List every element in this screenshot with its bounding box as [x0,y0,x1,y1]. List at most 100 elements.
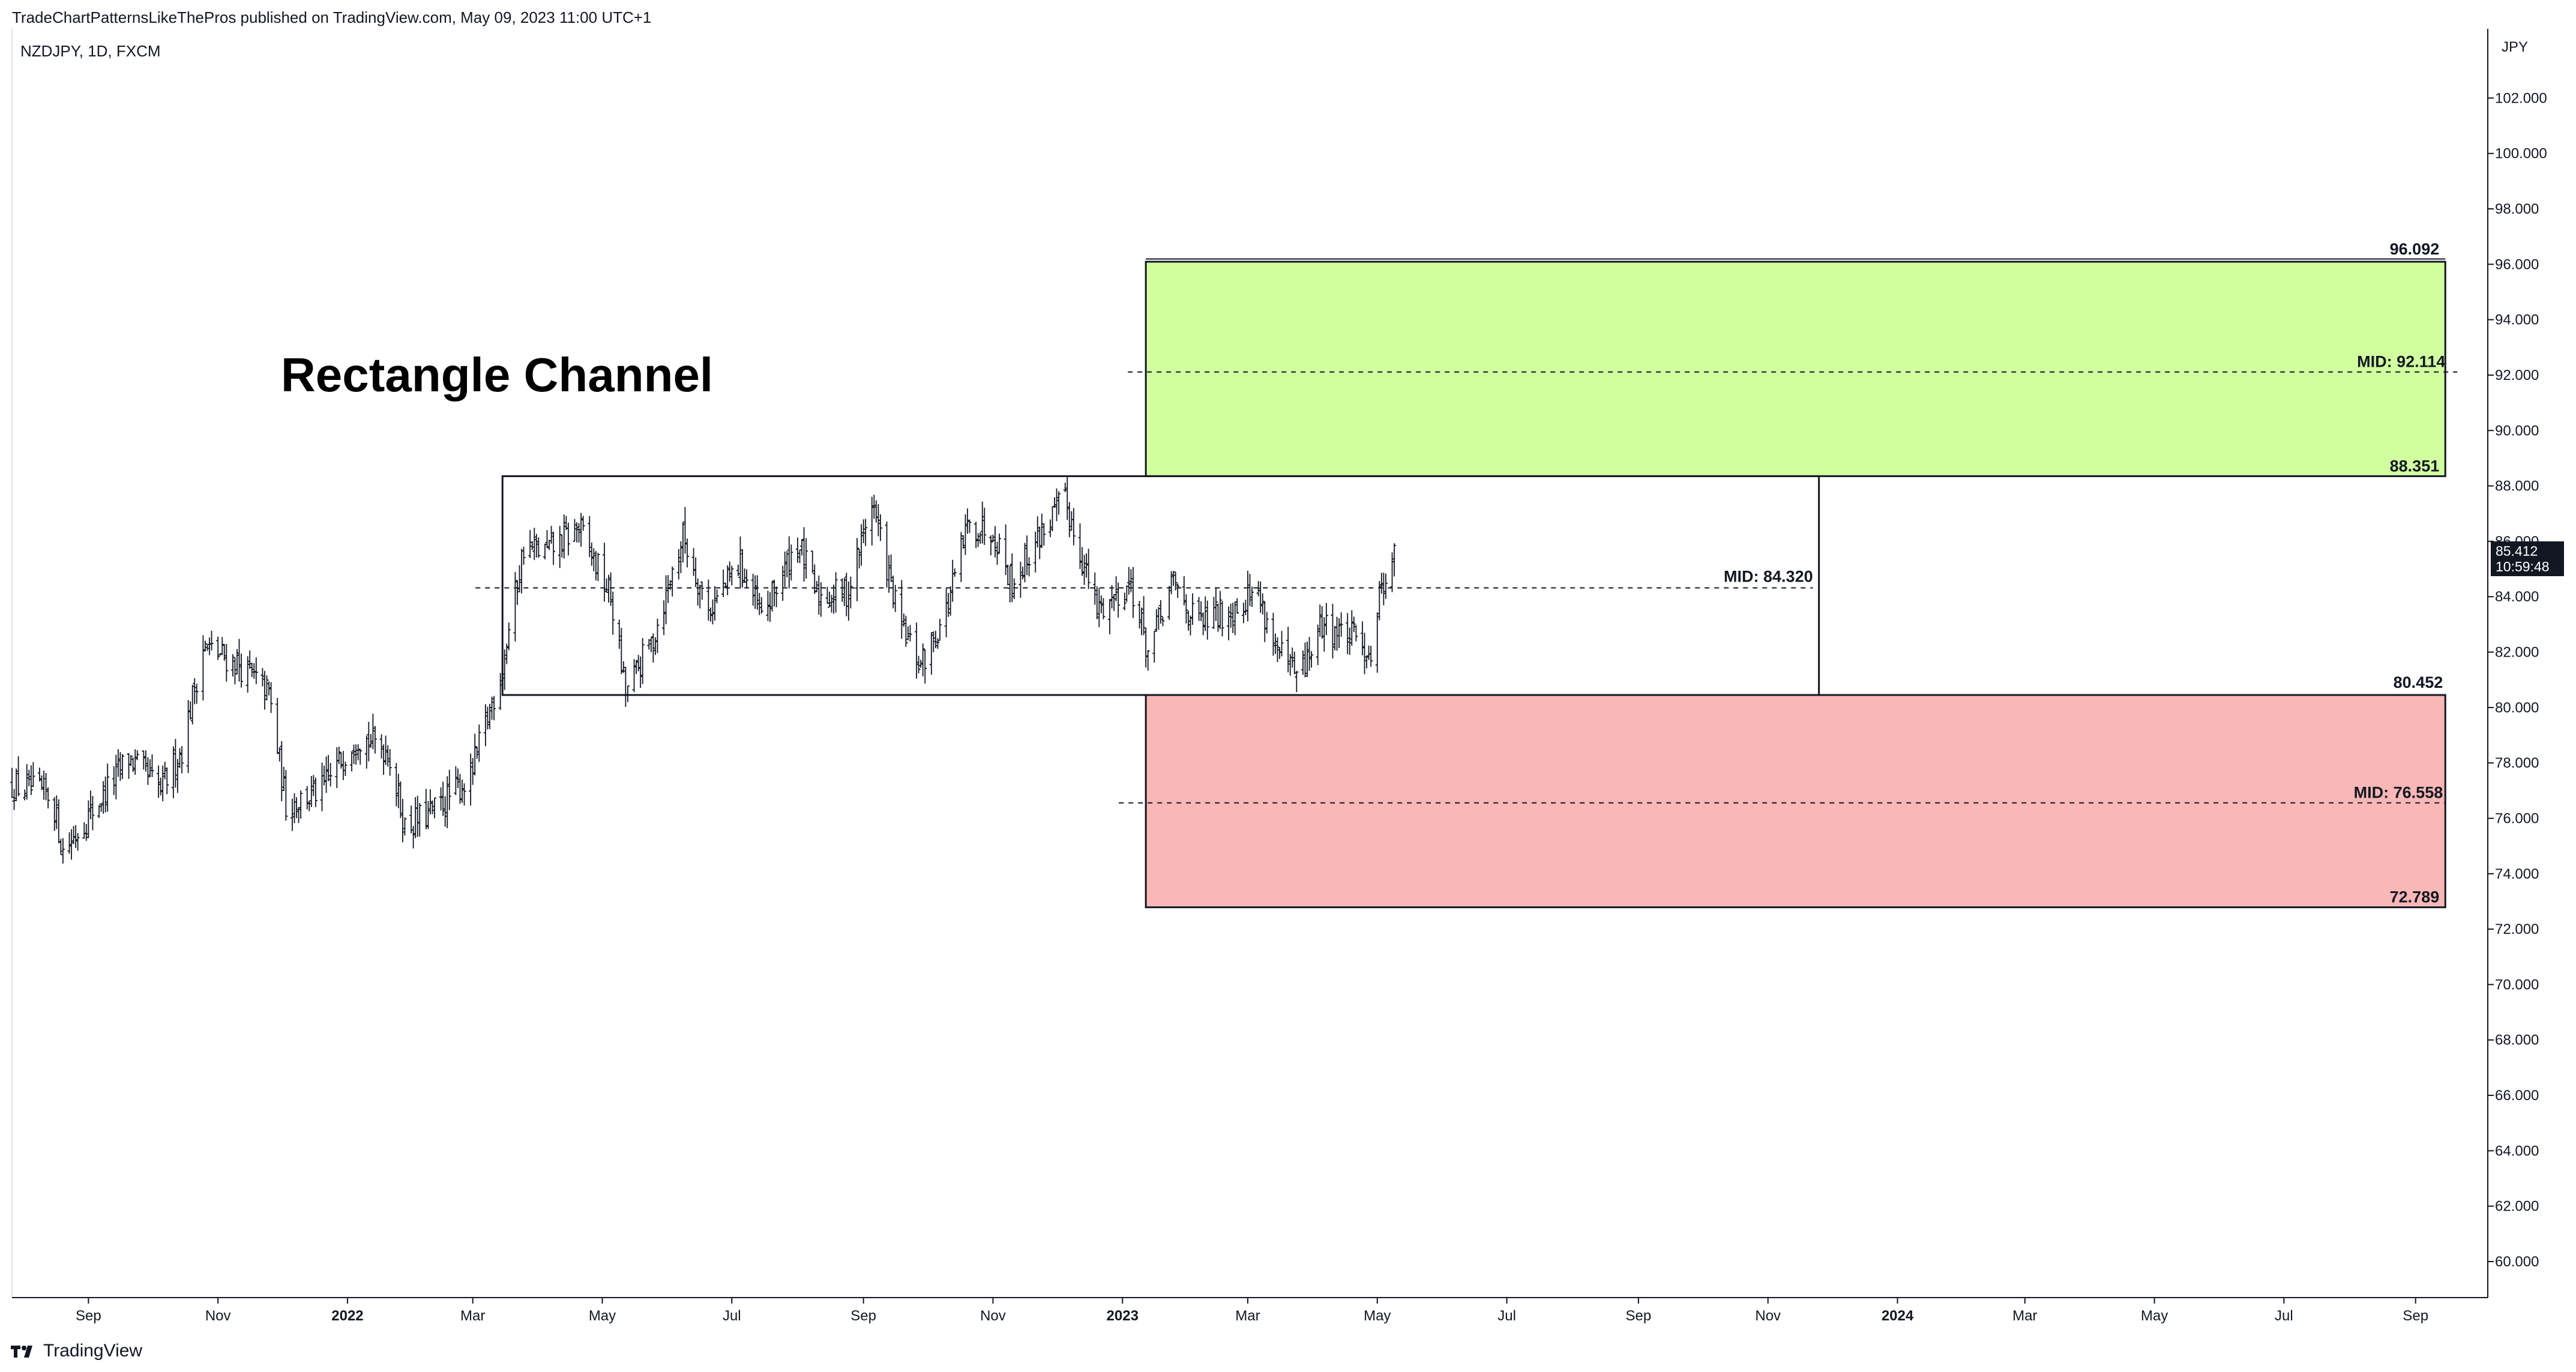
ohlc-bar [299,790,303,819]
ohlc-bar [1333,625,1337,651]
ohlc-bar [284,769,288,821]
ohlc-bar [505,643,509,664]
ohlc-bar [1101,598,1106,619]
ohlc-bar [1301,650,1305,675]
bar-countdown: 10:59:48 [2496,559,2550,574]
ohlc-bar [44,772,48,801]
ohlc-bar [507,622,511,651]
ohlc-bar [269,682,273,713]
ohlc-bar [1025,535,1029,576]
rectangle-channel-box[interactable] [501,475,1820,696]
ohlc-bar [262,670,266,710]
ohlc-bar [501,667,505,693]
red-target-zone[interactable] [1145,694,2446,909]
ohlc-bar [37,767,41,781]
ohlc-bar [354,744,358,765]
ohlc-bar [1048,519,1052,537]
ohlc-bar [1278,646,1282,659]
ohlc-bar [415,795,420,837]
symbol-legend[interactable]: NZDJPY, 1D, FXCM [20,42,161,60]
ohlc-bar [116,749,120,777]
ohlc-bar [592,548,596,571]
ohlc-bar [579,513,583,547]
time-tick-label: 2023 [1107,1308,1139,1324]
ohlc-bar [596,552,600,582]
ohlc-bar [1085,553,1089,578]
ohlc-bar [532,528,537,561]
ohlc-bar [878,514,882,541]
time-tick-label: Nov [205,1308,231,1324]
ohlc-bar [855,538,859,601]
ohlc-bar [307,800,311,811]
ohlc-bar [828,591,832,608]
ohlc-bar [1063,483,1067,492]
ohlc-bar [611,591,615,635]
ohlc-bar [1280,631,1284,657]
ohlc-bar [224,643,229,682]
ohlc-bar [798,549,802,564]
green-target-zone[interactable] [1145,260,2446,477]
ohlc-bar [1070,511,1074,531]
ohlc-bar [691,548,696,576]
ohlc-bar [327,755,331,781]
ohlc-bar [1352,616,1356,633]
ohlc-bar [320,762,324,811]
ohlc-bar [369,733,373,748]
ohlc-bar [1199,601,1203,621]
ohlc-bar [885,521,889,588]
ohlc-bar [135,750,139,760]
ohlc-bar [1142,596,1146,636]
ohlc-bar [1006,564,1010,586]
ohlc-bar [726,565,730,595]
ohlc-bar [1012,578,1016,600]
ohlc-bar [800,539,804,556]
ohlc-bar [396,774,400,808]
red-zone-bottom-label: 72.789 [2390,888,2440,906]
ohlc-bar [1040,513,1044,548]
ohlc-bar [639,656,643,688]
ohlc-bar [418,802,422,837]
ohlc-bar [309,775,313,807]
ohlc-bar [681,522,685,563]
ohlc-bar [543,543,547,560]
ohlc-bar [490,696,494,720]
ohlc-bar [1082,555,1086,585]
ohlc-bar [71,826,76,844]
ohlc-bar [1354,625,1358,642]
price-tick-label: 76.000 [2495,810,2539,826]
price-tick-label: 80.000 [2495,700,2539,716]
ohlc-bar [929,632,933,675]
ohlc-bar [1337,618,1341,648]
time-tick-label: Sep [76,1308,101,1324]
ohlc-bar [730,565,734,586]
ohlc-bar [267,681,271,696]
ohlc-bar [634,660,639,675]
ohlc-bar [352,744,356,765]
tradingview-footer[interactable]: TradingView [11,1341,142,1361]
ohlc-bar [1320,606,1324,639]
ohlc-bar [706,579,711,621]
ohlc-bar [158,777,163,796]
ohlc-bar [1250,586,1254,607]
ohlc-bar [594,550,598,581]
ohlc-bar [901,613,906,627]
chart-title: Rectangle Channel [281,348,713,402]
ohlc-bar [439,787,443,811]
ohlc-bar [1125,585,1129,602]
ohlc-bar [893,585,897,612]
ohlc-bar [458,774,462,804]
price-tick-label: 60.000 [2495,1254,2539,1270]
ohlc-bar [647,639,651,650]
ohlc-bar [1020,567,1025,580]
ohlc-bar [84,823,88,841]
ohlc-bar [1256,581,1260,597]
ohlc-bar [1275,637,1280,663]
channel-mid-label: MID: 84.320 [1724,567,1813,585]
ohlc-bar [1303,642,1307,678]
ohlc-bar [277,747,281,762]
time-tick-label: Jul [1497,1308,1516,1324]
ohlc-bar [829,595,834,613]
ohlc-bar [492,696,496,721]
ohlc-bar [696,578,700,606]
